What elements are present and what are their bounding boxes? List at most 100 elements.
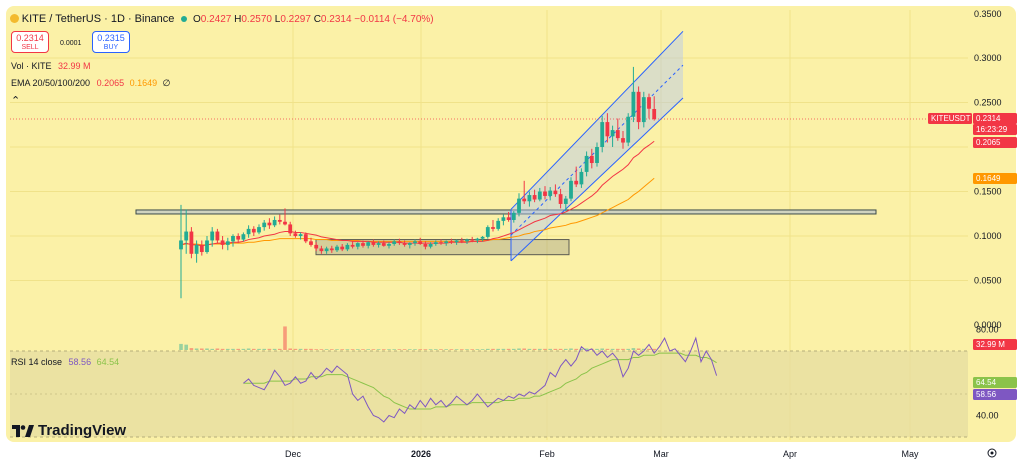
volume-bar <box>548 348 552 350</box>
candle-body <box>496 220 501 229</box>
buy-label: BUY <box>103 44 119 51</box>
candle <box>501 214 506 226</box>
symbol-tag: KITEUSDT <box>928 113 972 124</box>
rsi-tag: 58.56 <box>973 389 1017 400</box>
volume-bar <box>283 326 287 350</box>
candle-body <box>579 171 584 185</box>
candle <box>433 240 438 246</box>
candle <box>418 237 423 245</box>
candle-body <box>501 217 506 221</box>
volume-bar <box>309 348 313 350</box>
volume-legend[interactable]: Vol · KITE 32.99 M <box>11 61 91 71</box>
rsi-ma-tag-text: 64.54 <box>976 378 997 387</box>
time-axis[interactable]: Dec 2026 Feb Mar Apr May <box>285 448 997 459</box>
volume-bar <box>335 349 339 350</box>
candle <box>522 180 527 204</box>
volume-bars <box>179 326 656 350</box>
price-axis[interactable]: 0.3500 0.3000 0.2500 0.1500 0.1000 0.0500 0.00… <box>974 9 1002 421</box>
volume-bar <box>210 348 214 350</box>
ema20-line <box>180 140 655 247</box>
symbol-title[interactable]: KITE / TetherUS · 1D · Binance <box>21 13 175 25</box>
volume-bar <box>278 348 282 350</box>
rsi-legend[interactable]: RSI 14 close 58.56 64.54 <box>11 357 119 367</box>
volume-bar <box>262 348 266 350</box>
candle-body <box>392 241 397 245</box>
volume-bar <box>319 349 324 350</box>
candle-body <box>184 231 189 241</box>
candle <box>600 115 605 153</box>
candle-body <box>179 240 183 250</box>
volume-bar <box>647 348 651 350</box>
candle <box>449 238 454 245</box>
candle-body <box>387 244 391 246</box>
candle <box>605 113 610 143</box>
ema-legend[interactable]: EMA 20/50/100/200 0.2065 0.1649 ∅ <box>11 78 171 89</box>
candle-body <box>220 240 225 245</box>
candle-body <box>402 243 407 245</box>
volume-bar <box>366 349 370 350</box>
volume-bar <box>584 348 589 350</box>
candle <box>246 225 251 238</box>
volume-bar <box>257 348 261 350</box>
ohlc-close-value: 0.2314 <box>320 14 352 25</box>
ohlc-low-key: L <box>274 14 281 25</box>
candle <box>272 216 277 228</box>
ohlc-open-key: O <box>192 14 201 25</box>
candle <box>324 246 329 254</box>
candle-body <box>319 248 324 252</box>
ema50-tag-bg <box>973 173 1017 184</box>
volume-bar <box>252 348 256 350</box>
ema-empty-values: ∅ <box>162 78 171 88</box>
candle <box>189 227 194 259</box>
candle-body <box>522 198 527 202</box>
candle-body <box>511 212 516 220</box>
candle <box>652 96 657 121</box>
time-label: May <box>901 449 919 459</box>
candle <box>288 221 293 236</box>
volume-tag-bg <box>973 339 1017 350</box>
candle <box>335 244 339 253</box>
rsi-ma-value: 64.54 <box>96 357 120 367</box>
candle <box>532 189 537 203</box>
candle-body <box>615 130 620 139</box>
volume-bar <box>194 348 199 350</box>
volume-bar <box>616 348 620 350</box>
candle-body <box>517 198 521 213</box>
candles[interactable] <box>179 66 657 299</box>
price-tags: KITEUSDT 0.2314 16:23:29 0.2065 0.1649 32.99 … <box>928 113 1017 400</box>
candle <box>267 218 272 229</box>
candle-body <box>595 147 599 164</box>
candle <box>631 66 636 123</box>
volume-bar <box>486 348 490 350</box>
candle-body <box>506 217 511 220</box>
volume-bar <box>387 349 391 350</box>
volume-bar <box>293 348 298 350</box>
candle-body <box>574 180 579 185</box>
candle <box>459 237 464 244</box>
sell-button[interactable]: 0.2314 SELL <box>11 31 49 53</box>
volume-bar <box>652 348 656 350</box>
volume-bar <box>569 348 573 350</box>
collapse-legend-icon[interactable]: ⌃ <box>11 95 21 107</box>
volume-bar <box>340 349 344 350</box>
candle <box>589 148 594 169</box>
tradingview-logo[interactable]: TradingView <box>12 422 126 439</box>
volume-bar <box>512 348 516 350</box>
volume-bar <box>392 349 396 350</box>
last-price-tag: 0.2314 <box>973 113 1017 124</box>
buy-button[interactable]: 0.2315 BUY <box>92 31 130 53</box>
candle-body <box>267 222 272 226</box>
candle-body <box>641 97 646 123</box>
candle-body <box>272 219 277 226</box>
drawings[interactable] <box>10 30 968 262</box>
ohlc-open-value: 0.2427 <box>200 14 232 25</box>
volume-bar <box>413 349 417 350</box>
candle-body <box>277 219 282 222</box>
candle-body <box>189 231 194 254</box>
candle <box>527 191 532 207</box>
candle-body <box>647 97 651 109</box>
volume-bar <box>231 348 235 350</box>
candle-body <box>309 241 313 245</box>
ohlc-high-value: 0.2570 <box>241 14 272 25</box>
